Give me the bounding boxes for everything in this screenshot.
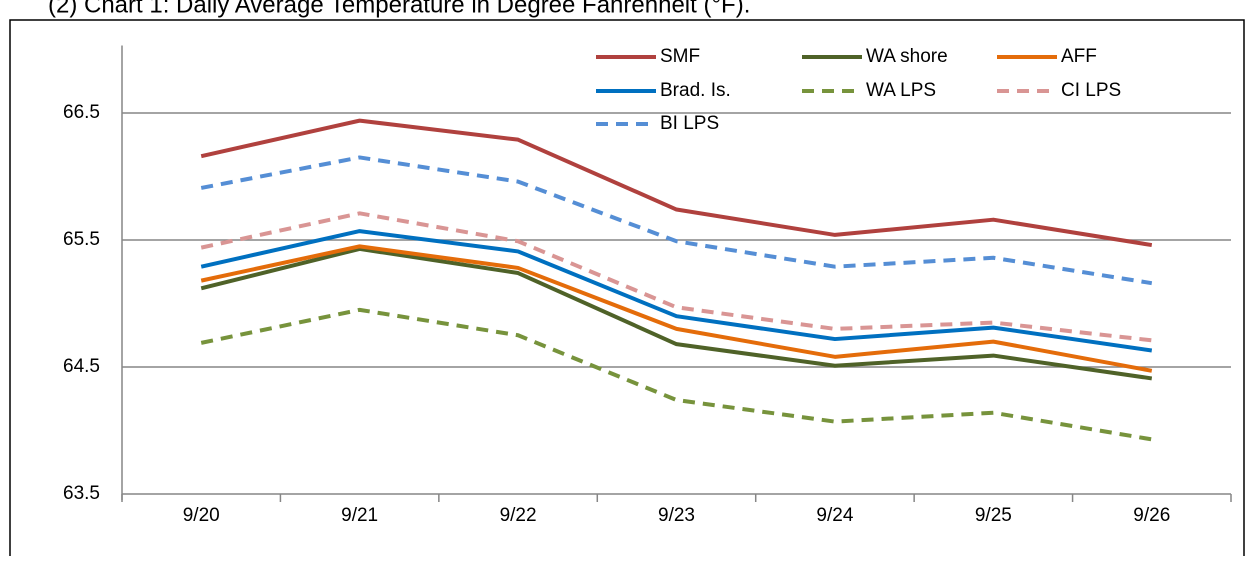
legend-label: WA LPS [866,80,936,101]
series-line [200,244,1153,373]
x-tick-label: 9/25 [975,505,1012,526]
x-tick-label: 9/20 [183,505,220,526]
x-tick-label: 9/22 [500,505,537,526]
series-line [200,246,1153,381]
legend-label: AFF [1061,46,1097,67]
series-line [200,211,1153,343]
series-line [200,229,1153,353]
y-tick-label: 66.5 [63,102,100,123]
x-tick-label: 9/26 [1133,505,1170,526]
series-line [200,307,1153,442]
series-line [200,118,1153,248]
legend-label: CI LPS [1061,80,1121,101]
y-tick-label: 64.5 [63,356,100,377]
legend-label: WA shore [866,46,948,67]
x-tick-label: 9/21 [341,505,378,526]
chart-title: (2) Chart 1: Daily Average Temperature i… [48,0,750,18]
legend-label: BI LPS [660,113,719,134]
x-tick-label: 9/23 [658,505,695,526]
legend-label: SMF [660,46,700,67]
series-line [200,155,1153,286]
y-tick-label: 65.5 [63,229,100,250]
y-tick-label: 63.5 [63,483,100,504]
x-tick-label: 9/24 [816,505,853,526]
legend-label: Brad. Is. [660,80,731,101]
